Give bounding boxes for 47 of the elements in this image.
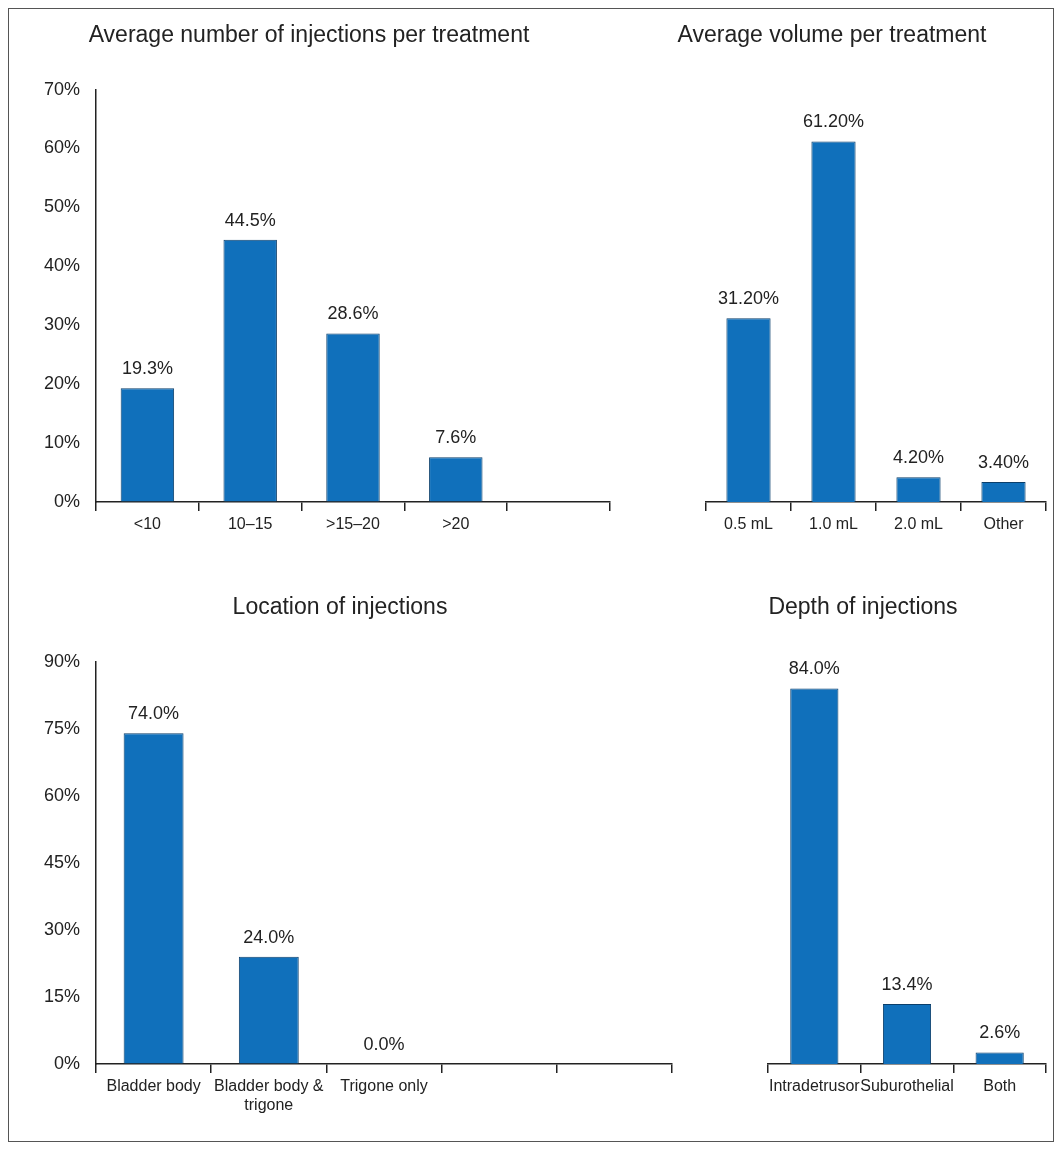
y-tick-label: 40% <box>43 255 80 276</box>
data-label: 31.20% <box>717 288 780 309</box>
data-label: 0.0% <box>363 1033 405 1054</box>
x-tick-label: 0.5 mL <box>724 515 774 533</box>
data-label: 74.0% <box>128 703 180 724</box>
chart-title: Depth of injections <box>768 593 958 620</box>
x-tick-label: Bladder body & trigone <box>214 1077 324 1114</box>
x-tick-label: Trigone only <box>340 1077 428 1095</box>
chart-title: Average number of injections per treatment <box>88 21 530 48</box>
x-tick-label: Other <box>983 515 1025 533</box>
y-tick-label: 15% <box>43 985 80 1006</box>
x-tick-label: Both <box>983 1077 1017 1095</box>
y-tick-label: 20% <box>43 373 80 394</box>
x-tick-label: >15–20 <box>326 515 381 533</box>
y-tick-label: 75% <box>43 717 80 738</box>
x-tick-label: <10 <box>133 515 162 533</box>
y-tick-label: 90% <box>43 650 80 671</box>
x-tick-label: 1.0 mL <box>809 515 859 533</box>
data-label: 3.40% <box>977 451 1030 472</box>
y-tick-label: 45% <box>43 851 80 872</box>
y-tick-label: 30% <box>43 918 80 939</box>
data-label: 4.20% <box>892 447 945 468</box>
x-tick-label: Bladder body <box>106 1077 201 1095</box>
x-tick-label: Suburothelial <box>860 1077 954 1095</box>
y-tick-label: 30% <box>43 314 80 335</box>
data-label: 84.0% <box>788 658 840 679</box>
data-label: 19.3% <box>121 358 173 379</box>
y-tick-label: 50% <box>43 196 80 217</box>
y-tick-label: 10% <box>43 432 80 453</box>
data-label: 44.5% <box>224 209 276 230</box>
data-label: 61.20% <box>802 111 865 132</box>
x-tick-label: 2.0 mL <box>894 515 944 533</box>
y-tick-label: 0% <box>53 490 80 511</box>
y-tick-label: 60% <box>43 137 80 158</box>
data-label: 13.4% <box>881 974 933 995</box>
y-tick-label: 70% <box>43 78 80 99</box>
chart-title: Average volume per treatment <box>677 21 988 48</box>
y-tick-label: 60% <box>43 784 80 805</box>
x-tick-label: Intradetrusor <box>768 1077 861 1095</box>
x-tick-label: 10–15 <box>227 515 273 533</box>
y-tick-label: 0% <box>53 1052 80 1073</box>
x-tick-label: >20 <box>442 515 470 533</box>
data-label: 28.6% <box>327 303 379 324</box>
data-label: 7.6% <box>435 427 477 448</box>
chart-title: Location of injections <box>232 593 448 620</box>
data-label: 2.6% <box>979 1022 1021 1043</box>
data-label: 24.0% <box>243 926 295 947</box>
